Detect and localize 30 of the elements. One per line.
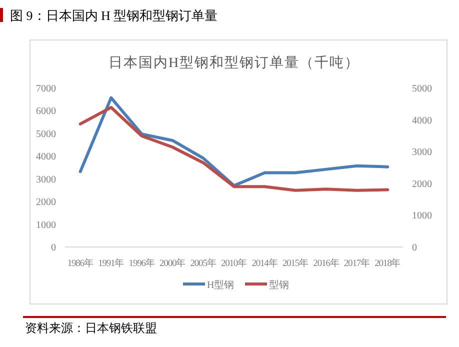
x-tick-label: 2014年 [252,257,278,269]
x-tick-label: 1996年 [128,257,156,269]
x-tick-label: 2018年 [374,257,402,269]
x-tick-label: 2016年 [313,257,340,269]
legend-label: H型钢 [207,279,234,291]
y-tick-label: 5000 [36,128,56,140]
y2-tick-label: 3000 [412,147,432,158]
text: 资料来源：日本钢铁联盟 [25,321,157,335]
y-tick-label: 0 [51,242,56,254]
y-tick-label: 4000 [36,152,56,163]
heading: 图 9：日本国内 H 型钢和型钢订单量 [10,8,218,23]
y-tick-label: 2000 [36,197,56,208]
y2-tick-label: 0 [412,242,417,254]
x-tick-label: 1986年 [67,257,94,269]
y-tick-label: 1000 [36,220,56,231]
y2-tick-label: 5000 [412,84,432,94]
x-tick-label: 2010年 [220,257,248,269]
x-tick-label: 1991年 [98,257,125,269]
x-tick-label: 2017年 [344,257,370,269]
y-tick-label: 3000 [36,174,56,186]
y2-tick-label: 2000 [412,178,432,190]
y-tick-label: 7000 [36,84,56,94]
chart-title: 日本国内H型钢和型钢订单量（千吨） [108,55,360,71]
legend-label: 型钢 [269,279,289,291]
x-tick-label: 2005年 [190,257,217,269]
y2-tick-label: 4000 [412,115,432,126]
y-tick-label: 6000 [36,106,56,118]
y2-tick-label: 1000 [412,210,432,222]
x-tick-label: 2015年 [282,257,310,269]
x-tick-label: 2000年 [160,257,186,269]
